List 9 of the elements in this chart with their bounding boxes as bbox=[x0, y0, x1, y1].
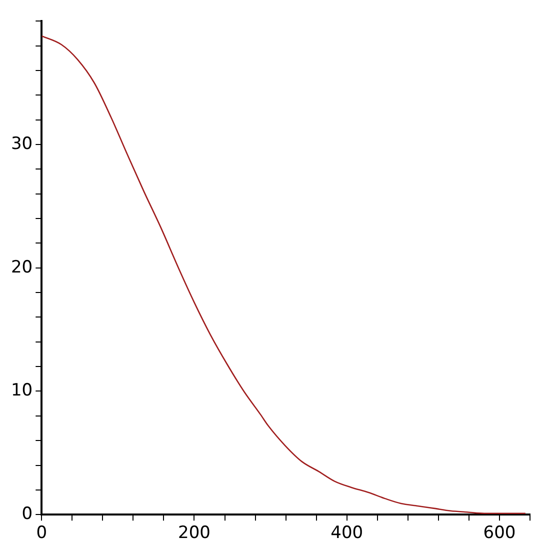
x-tick-label: 400 bbox=[330, 523, 364, 544]
y-tick-label: 10 bbox=[10, 380, 33, 401]
y-tick-label: 20 bbox=[10, 257, 33, 278]
x-tick-label: 600 bbox=[483, 523, 516, 544]
y-tick-label: 30 bbox=[10, 134, 33, 154]
x-tick-label: 200 bbox=[178, 523, 210, 544]
line-series bbox=[42, 35, 526, 514]
x-tick-label: 0 bbox=[36, 523, 48, 544]
y-tick-label: 0 bbox=[22, 504, 33, 524]
